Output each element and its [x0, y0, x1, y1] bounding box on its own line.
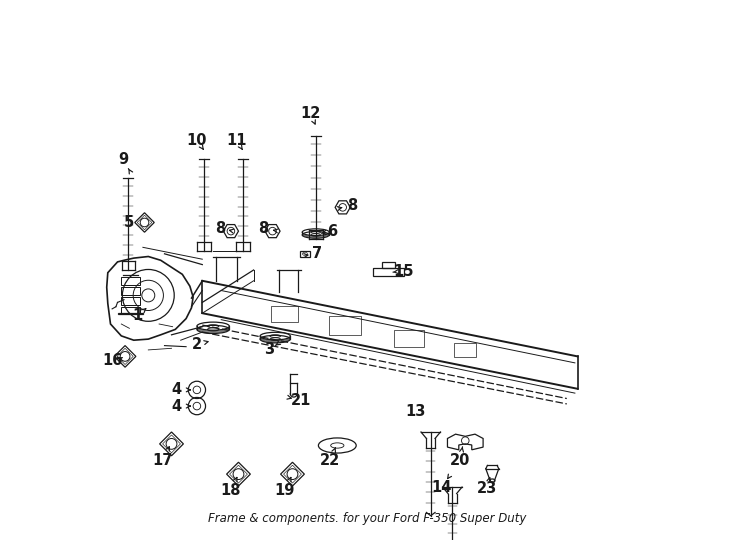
- Bar: [121, 307, 140, 314]
- Bar: [299, 251, 310, 256]
- Text: 11: 11: [226, 133, 247, 148]
- Text: 18: 18: [221, 483, 241, 498]
- Text: 15: 15: [393, 264, 414, 279]
- Bar: [118, 313, 143, 314]
- Text: 14: 14: [432, 480, 451, 495]
- Text: 19: 19: [275, 483, 295, 498]
- Bar: [329, 316, 361, 335]
- Bar: [121, 287, 140, 295]
- Text: 1: 1: [132, 308, 142, 323]
- Text: 7: 7: [312, 246, 322, 261]
- Bar: [393, 330, 424, 347]
- Text: 8: 8: [215, 221, 225, 236]
- Bar: [454, 343, 476, 357]
- Text: 6: 6: [327, 224, 337, 239]
- Text: 8: 8: [258, 221, 269, 236]
- Text: 17: 17: [153, 453, 173, 468]
- Text: 5: 5: [124, 215, 134, 230]
- Text: 9: 9: [118, 152, 128, 167]
- Text: 2: 2: [192, 337, 202, 352]
- Text: 20: 20: [450, 453, 470, 468]
- Text: 4: 4: [171, 382, 181, 397]
- Bar: [382, 262, 395, 268]
- Bar: [272, 306, 298, 322]
- Text: 21: 21: [291, 393, 311, 408]
- Text: 4: 4: [171, 399, 181, 414]
- Text: 10: 10: [186, 133, 207, 148]
- Text: 22: 22: [320, 453, 341, 468]
- Bar: [374, 268, 404, 276]
- Bar: [121, 297, 140, 305]
- Text: 16: 16: [102, 353, 123, 368]
- Text: 12: 12: [300, 106, 321, 121]
- Text: 23: 23: [477, 481, 497, 496]
- Text: Frame & components. for your Ford F-350 Super Duty: Frame & components. for your Ford F-350 …: [208, 512, 526, 525]
- Text: 8: 8: [346, 198, 357, 213]
- Text: 3: 3: [264, 342, 274, 357]
- Bar: [121, 278, 140, 285]
- Text: 13: 13: [405, 404, 426, 419]
